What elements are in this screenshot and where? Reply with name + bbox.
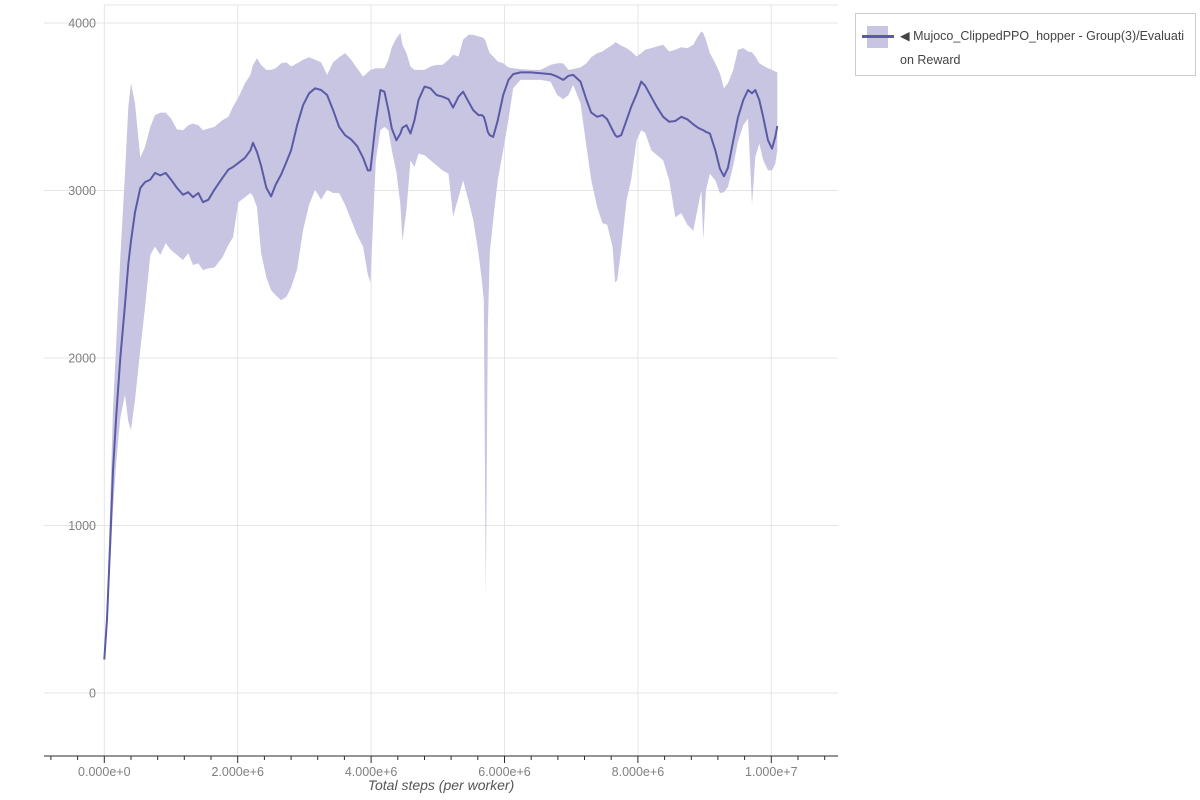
svg-text:3000: 3000 [68,184,96,198]
legend-swatch-icon [862,26,894,48]
svg-text:2.000e+6: 2.000e+6 [211,765,264,779]
x-axis-title: Total steps (per worker) [367,777,515,793]
svg-text:0.000e+0: 0.000e+0 [78,765,131,779]
min-max-band [104,31,778,660]
x-axis: 0.000e+0 2.000e+6 4.000e+6 6.000e+6 8.000e+6… [44,755,838,779]
svg-text:2000: 2000 [68,352,96,366]
y-axis: 0 1000 2000 3000 4000 [68,17,96,701]
svg-text:4000: 4000 [68,17,96,31]
legend-line-swatch [862,35,894,38]
mean-line [103,71,779,660]
svg-text:4.000e+6: 4.000e+6 [345,765,398,779]
svg-text:8.000e+6: 8.000e+6 [612,765,665,779]
svg-text:1.000e+7: 1.000e+7 [745,765,798,779]
svg-text:6.000e+6: 6.000e+6 [478,765,531,779]
svg-text:0: 0 [89,687,96,701]
legend[interactable]: ◀ Mujoco_ClippedPPO_hopper - Group(3)/Ev… [855,13,1196,76]
svg-text:1000: 1000 [68,519,96,533]
legend-item-label[interactable]: ◀ Mujoco_ClippedPPO_hopper - Group(3)/Ev… [900,29,1185,67]
